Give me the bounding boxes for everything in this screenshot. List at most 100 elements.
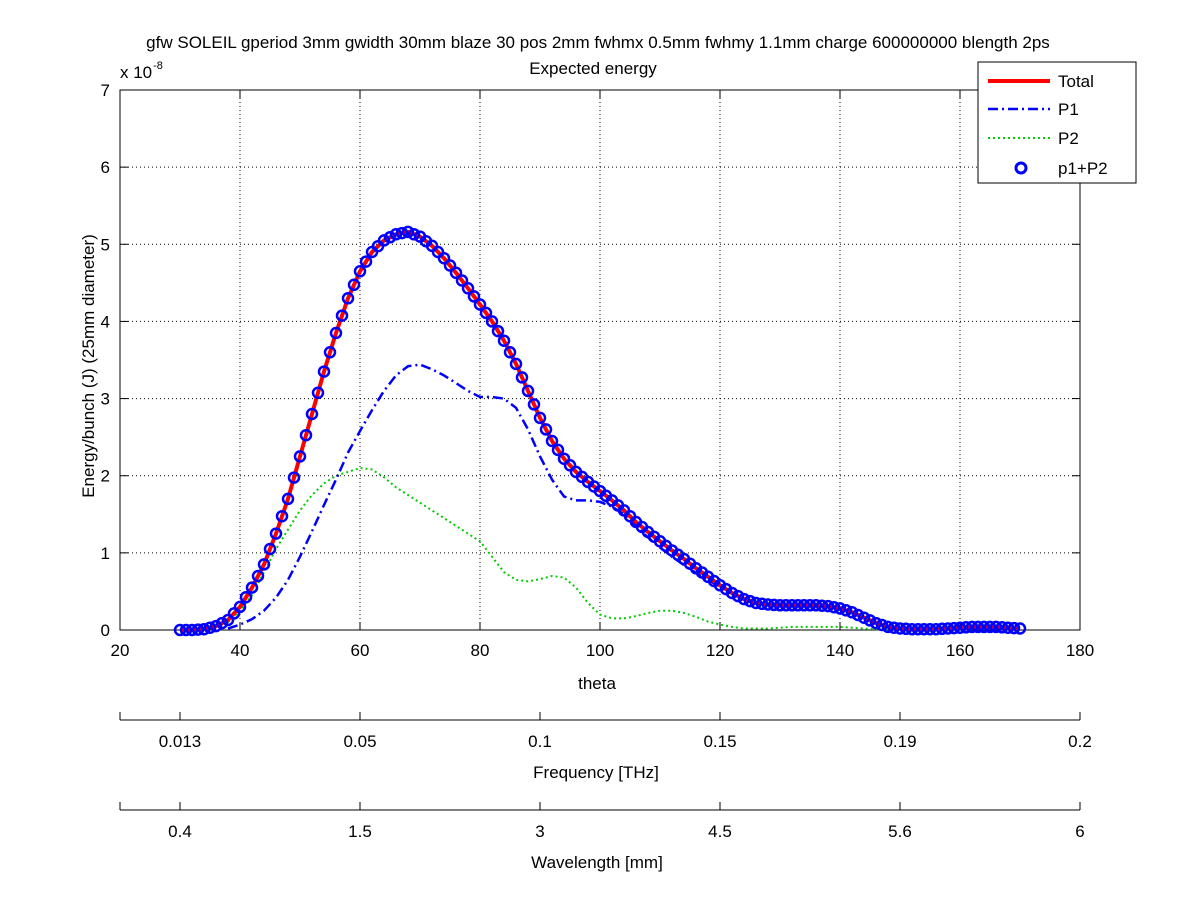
data-point-p1p2 xyxy=(269,527,283,540)
data-point-p1p2 xyxy=(317,365,331,378)
legend-label-total: Total xyxy=(1058,72,1094,91)
data-point-p1p2 xyxy=(833,602,847,615)
data-point-p1p2 xyxy=(737,592,751,606)
data-point-p1p2 xyxy=(953,621,967,634)
data-point-p1p2 xyxy=(965,620,979,634)
x-axis-label: theta xyxy=(578,674,616,693)
data-point-p1p2 xyxy=(809,599,823,612)
legend-label-p1p2: p1+P2 xyxy=(1058,159,1108,178)
data-point-p1p2 xyxy=(491,324,505,338)
x-axis-ticks: 20 40 60 80 100 120 140 160 180 xyxy=(111,90,1094,660)
y-tick-label: 3 xyxy=(101,390,110,409)
data-point-p1p2 xyxy=(791,599,805,612)
data-point-p1p2 xyxy=(281,492,295,506)
data-point-p1p2 xyxy=(761,598,775,611)
data-point-p1p2 xyxy=(329,326,343,340)
x-tick-label: 180 xyxy=(1066,641,1094,660)
y-tick-label: 0 xyxy=(101,621,110,640)
x-tick-label: 20 xyxy=(111,641,130,660)
data-point-p1p2 xyxy=(773,599,787,612)
data-point-p1p2 xyxy=(209,619,223,633)
data-point-p1p2 xyxy=(257,558,271,571)
x-tick-label: 80 xyxy=(471,641,490,660)
data-point-p1p2 xyxy=(239,590,253,604)
data-point-p1p2 xyxy=(929,622,943,636)
data-point-p1p2 xyxy=(725,586,739,600)
data-point-p1p2 xyxy=(449,266,463,280)
data-point-p1p2 xyxy=(173,623,187,637)
y-axis-ticks: 0 1 2 3 4 5 6 7 xyxy=(101,81,1080,640)
chart-title: gfw SOLEIL gperiod 3mm gwidth 30mm blaze… xyxy=(146,33,1050,52)
data-point-p1p2 xyxy=(827,600,841,614)
data-point-p1p2 xyxy=(749,596,763,610)
data-point-p1p2 xyxy=(1013,622,1027,635)
data-point-p1p2 xyxy=(461,282,475,295)
data-point-p1p2 xyxy=(233,600,247,614)
data-point-p1p2 xyxy=(893,622,907,635)
secondary-tick-label: 3 xyxy=(535,822,544,841)
secondary-tick-label: 1.5 xyxy=(348,822,372,841)
y-exponent-label: x 10-8 xyxy=(120,60,163,82)
data-point-p1p2 xyxy=(533,411,547,425)
data-point-p1p2 xyxy=(941,622,955,635)
data-point-p1p2 xyxy=(467,290,481,303)
data-point-p1p2 xyxy=(899,622,913,636)
data-point-p1p2 xyxy=(311,386,325,400)
secondary-tick-label: 0.1 xyxy=(528,732,552,751)
secondary-tick-label: 0.2 xyxy=(1068,732,1092,751)
data-point-p1p2 xyxy=(473,298,487,311)
data-point-p1p2 xyxy=(305,407,319,421)
y-tick-label: 7 xyxy=(101,81,110,100)
data-point-p1p2 xyxy=(521,384,535,398)
data-point-p1p2 xyxy=(977,620,991,634)
data-point-p1p2 xyxy=(179,623,193,637)
data-point-p1p2 xyxy=(293,450,307,463)
data-point-p1p2 xyxy=(203,621,217,634)
data-point-p1p2 xyxy=(551,443,565,457)
data-point-p1p2 xyxy=(971,620,985,634)
data-point-p1p2 xyxy=(947,621,961,635)
data-point-p1p2 xyxy=(185,623,199,637)
data-point-p1p2 xyxy=(275,509,289,523)
wavelength-axis: 0.4 1.5 3 4.5 5.6 6 xyxy=(119,802,1085,841)
data-point-p1p2 xyxy=(287,471,301,484)
plot-area xyxy=(120,90,1080,630)
x-tick-label: 100 xyxy=(586,641,614,660)
legend: Total P1 P2 p1+P2 xyxy=(977,61,1137,184)
data-point-p1p2 xyxy=(755,597,769,611)
data-point-p1p2 xyxy=(989,620,1003,634)
data-point-p1p2 xyxy=(821,599,835,613)
data-point-p1p2 xyxy=(911,622,925,636)
data-point-p1p2 xyxy=(887,621,901,634)
legend-label-p1: P1 xyxy=(1058,100,1079,119)
x-tick-label: 120 xyxy=(706,641,734,660)
secondary-tick-label: 5.6 xyxy=(888,822,912,841)
data-point-p1p2 xyxy=(935,622,949,636)
data-point-p1p2 xyxy=(785,599,799,612)
data-point-p1p2 xyxy=(839,604,853,617)
data-point-p1p2 xyxy=(881,620,895,634)
x-tick-label: 160 xyxy=(946,641,974,660)
x-tick-label: 60 xyxy=(351,641,370,660)
y-tick-label: 6 xyxy=(101,158,110,177)
data-point-p1p2 xyxy=(485,315,499,328)
x-tick-label: 140 xyxy=(826,641,854,660)
secondary-tick-label: 0.05 xyxy=(343,732,376,751)
y-exponent-base: x 10 xyxy=(120,63,152,82)
data-point-p1p2 xyxy=(341,292,355,305)
data-point-p1p2 xyxy=(731,589,745,603)
secondary-tick-label: 0.013 xyxy=(159,732,202,751)
secondary-tick-label: 0.19 xyxy=(883,732,916,751)
data-point-p1p2 xyxy=(503,346,517,359)
data-point-p1p2 xyxy=(515,371,529,384)
data-point-p1p2 xyxy=(191,623,205,636)
series-layer xyxy=(173,225,1027,637)
data-point-p1p2 xyxy=(335,309,349,322)
data-point-p1p2 xyxy=(389,228,403,241)
secondary-tick-label: 6 xyxy=(1075,822,1084,841)
data-point-p1p2 xyxy=(959,621,973,634)
data-point-p1p2 xyxy=(923,622,937,636)
data-point-p1p2 xyxy=(875,618,889,632)
data-point-p1p2 xyxy=(863,614,877,627)
data-point-p1p2 xyxy=(869,616,883,630)
